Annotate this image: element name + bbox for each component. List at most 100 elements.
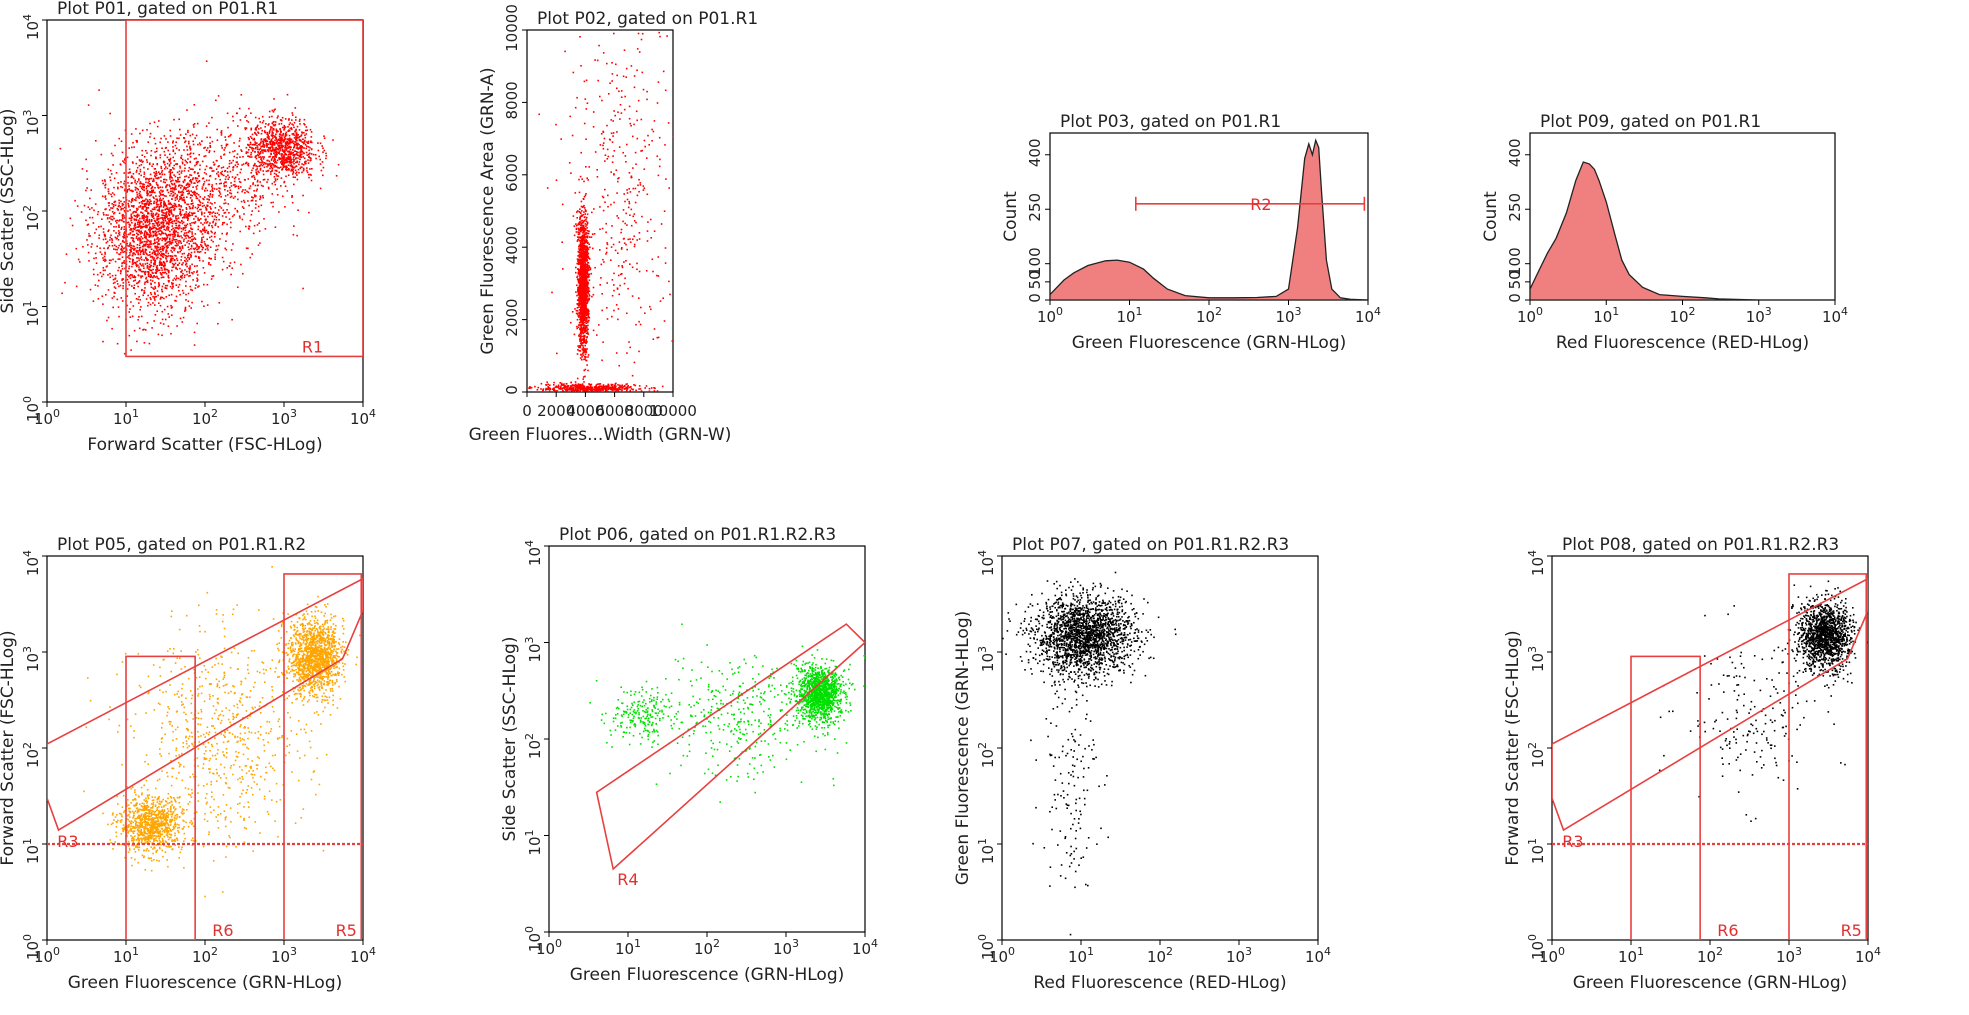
data-point (585, 339, 587, 341)
data-point (144, 241, 146, 243)
data-point (181, 270, 183, 272)
data-point (161, 269, 163, 271)
data-point (261, 133, 263, 135)
data-point (262, 185, 264, 187)
data-point (160, 251, 162, 253)
data-point (225, 139, 227, 141)
data-point (257, 151, 259, 153)
data-point (157, 267, 159, 269)
data-point (168, 255, 170, 257)
data-point (210, 264, 212, 266)
data-point (223, 175, 225, 177)
data-point (219, 238, 221, 240)
data-point (171, 211, 173, 213)
data-point (295, 144, 297, 146)
data-point (198, 226, 200, 228)
data-point (157, 290, 159, 292)
data-point (582, 222, 584, 224)
data-point (123, 162, 125, 164)
data-point (119, 232, 121, 234)
data-point (308, 150, 310, 152)
data-point (204, 181, 206, 183)
data-point (281, 123, 283, 125)
data-point (141, 221, 143, 223)
y-tick-label: 100 (21, 396, 42, 422)
data-point (283, 167, 285, 169)
data-point (146, 277, 148, 279)
data-point (124, 181, 126, 183)
data-point (272, 202, 274, 204)
data-point (251, 214, 253, 216)
data-point (188, 235, 190, 237)
data-point (166, 296, 168, 298)
data-point (173, 215, 175, 217)
data-point (299, 155, 301, 157)
data-point (154, 296, 156, 298)
data-point (231, 162, 233, 164)
data-point (195, 242, 197, 244)
data-point (203, 205, 205, 207)
data-point (181, 228, 183, 230)
data-point (159, 264, 161, 266)
data-point (285, 169, 287, 171)
data-point (112, 245, 114, 247)
data-point (298, 169, 300, 171)
data-point (113, 204, 115, 206)
data-point (167, 168, 169, 170)
data-point (274, 165, 276, 167)
data-point (172, 172, 174, 174)
data-point (233, 142, 235, 144)
data-point (588, 262, 590, 264)
data-point (115, 232, 117, 234)
data-point (150, 246, 152, 248)
data-point (296, 132, 298, 134)
data-point (257, 146, 259, 148)
data-point (225, 176, 227, 178)
data-point (183, 240, 185, 242)
data-point (221, 145, 223, 147)
data-point (144, 272, 146, 274)
data-point (277, 194, 279, 196)
data-point (281, 120, 283, 122)
data-point (177, 221, 179, 223)
data-point (88, 233, 90, 235)
data-point (286, 159, 288, 161)
data-point (77, 205, 79, 207)
data-point (296, 174, 298, 176)
data-point (136, 233, 138, 235)
data-point (118, 200, 120, 202)
data-point (207, 216, 209, 218)
data-point (576, 313, 578, 315)
data-point (160, 180, 162, 182)
data-point (120, 209, 122, 211)
data-point (221, 132, 223, 134)
data-point (129, 284, 131, 286)
data-point (288, 139, 290, 141)
data-point (280, 136, 282, 138)
data-point (132, 231, 134, 233)
data-point (184, 232, 186, 234)
data-point (165, 287, 167, 289)
data-point (258, 206, 260, 208)
data-point (308, 174, 310, 176)
data-point (284, 206, 286, 208)
data-point (294, 177, 296, 179)
data-point (172, 279, 174, 281)
data-point (192, 203, 194, 205)
data-point (162, 194, 164, 196)
data-point (175, 275, 177, 277)
data-point (265, 123, 267, 125)
data-point (155, 288, 157, 290)
data-point (177, 215, 179, 217)
data-point (247, 152, 249, 154)
data-point (258, 210, 260, 212)
data-point (198, 251, 200, 253)
data-point (130, 218, 132, 220)
data-point (182, 247, 184, 249)
data-point (200, 251, 202, 253)
data-point (155, 260, 157, 262)
data-point (303, 164, 305, 166)
data-point (96, 229, 98, 231)
data-point (215, 178, 217, 180)
data-point (224, 189, 226, 191)
